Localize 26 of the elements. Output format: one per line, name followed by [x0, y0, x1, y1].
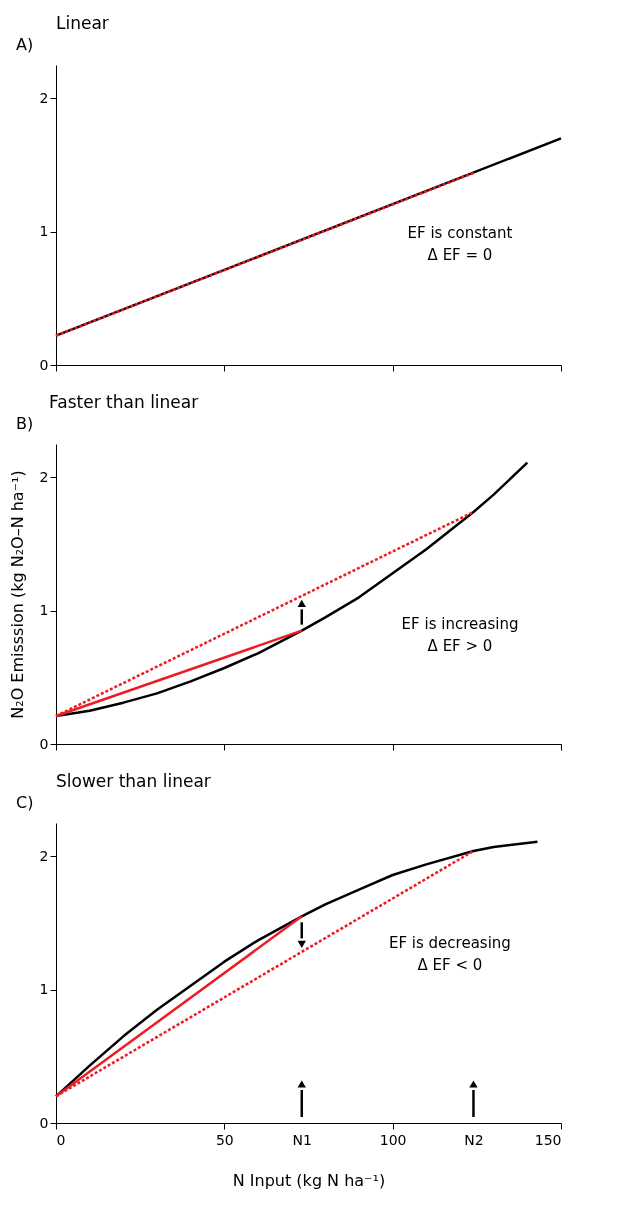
y-axis-title: N₂O Emisssion (kg N₂O–N ha⁻¹) — [7, 470, 27, 719]
annotation: EF is decreasing Δ EF < 0 — [388, 934, 511, 974]
y-tick-label: 2 — [39, 89, 49, 106]
annotation: EF is constant Δ EF = 0 — [407, 224, 513, 264]
y-tick-label: 1 — [39, 223, 49, 240]
x-tick-label: 100 — [379, 1131, 407, 1148]
y-tick-label: 2 — [39, 468, 49, 485]
y-tick-label: 1 — [39, 981, 49, 998]
y-tick-label: 2 — [39, 847, 49, 864]
chart-title: Slower than linear — [56, 771, 211, 791]
x-tick-label: N2 — [464, 1131, 484, 1148]
x-tick-label: 0 — [56, 1131, 66, 1148]
chart-title: Linear — [56, 13, 109, 33]
chart-title: Faster than linear — [49, 392, 199, 412]
text: A) — [16, 35, 34, 54]
y-tick-label: 0 — [39, 1114, 49, 1131]
text: C) — [16, 793, 34, 812]
y-tick-label: 1 — [39, 602, 49, 619]
x-tick-label: 50 — [215, 1131, 234, 1148]
x-axis-title: N Input (kg N ha⁻¹) — [232, 1170, 386, 1190]
y-tick-label: 0 — [39, 356, 49, 373]
text: B) — [16, 414, 34, 433]
x-tick-label: N1 — [292, 1131, 312, 1148]
x-tick-label: 150 — [534, 1131, 562, 1148]
y-tick-label: 0 — [39, 735, 49, 752]
annotation: EF is increasing Δ EF > 0 — [401, 615, 519, 655]
